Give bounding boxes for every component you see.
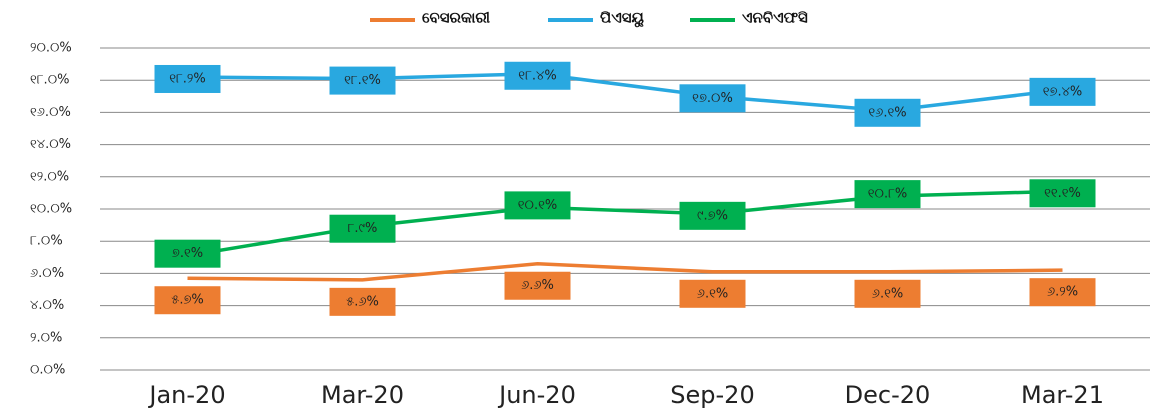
x-tick-label: Mar-21 [1021, 381, 1104, 409]
y-tick-label: ୨.୦% [30, 330, 62, 345]
data-label-box [1029, 77, 1096, 106]
data-label-box [154, 286, 221, 315]
data-label: ୬.୧% [697, 286, 728, 301]
series-line [187, 189, 1063, 258]
y-tick-label: ୬.୦% [30, 266, 64, 281]
data-label-box [679, 201, 746, 230]
y-tick-label: ୪.୦% [30, 298, 64, 313]
data-label: ୧୦.୮% [868, 187, 907, 202]
data-label-box [854, 98, 921, 127]
data-label: ୫.୬% [346, 294, 379, 309]
data-label: ୬.୬% [521, 278, 554, 293]
data-label: ୮.୯% [348, 221, 378, 236]
series-line [187, 72, 1063, 113]
data-label: ୬.୨% [1047, 285, 1078, 300]
data-label: ୧୦.୧% [518, 198, 557, 213]
data-label-box [1029, 179, 1096, 208]
legend-label: ପିଏସୟୁ [600, 9, 645, 28]
data-label-box [504, 271, 571, 300]
data-label-box [504, 191, 571, 220]
y-tick-label: ୮.୦% [30, 234, 63, 249]
x-tick-label: Sep-20 [670, 381, 754, 409]
data-label: ୧୭.୦% [692, 91, 733, 106]
y-tick-label: ୧୨.୦% [30, 169, 69, 184]
data-label: ୧୮.୧% [344, 73, 381, 88]
y-tick-label: ୨୦.୦% [30, 41, 72, 56]
data-label-box [329, 214, 396, 243]
data-label: ୬.୧% [872, 286, 903, 301]
data-label-box [854, 180, 921, 209]
y-tick-label: ୧୪.୦% [30, 137, 71, 152]
legend-label: ଏନବିଏଫସି [742, 9, 808, 27]
data-label-box [154, 64, 221, 93]
data-label-box [154, 239, 221, 268]
y-tick-label: ୧୬.୦% [30, 105, 71, 120]
x-tick-label: Jan-20 [147, 381, 225, 409]
data-label: ୧୬.୧% [868, 105, 906, 120]
data-label-box [329, 66, 396, 95]
data-label-box [1029, 278, 1096, 307]
x-tick-label: Dec-20 [845, 381, 931, 409]
legend-label: ବେସରକାରୀ [422, 9, 491, 27]
data-label: ୭.୧% [172, 246, 203, 261]
data-label: ୫.୭% [171, 293, 204, 308]
data-label: ୧୭.୪% [1043, 84, 1083, 99]
data-label-box [329, 287, 396, 316]
data-label: ୯.୭% [697, 208, 728, 223]
data-label-box [679, 84, 746, 113]
y-tick-label: ୧୮.୦% [30, 73, 69, 88]
data-label-box [504, 61, 571, 90]
y-tick-label: ୧୦.୦% [30, 202, 72, 217]
series-line [187, 261, 1063, 282]
y-tick-label: ୦.୦% [30, 363, 65, 378]
data-label-box [679, 279, 746, 308]
data-label: ୧୮.୪% [518, 68, 556, 83]
data-label: ୧୮.୨% [169, 71, 206, 86]
data-label: ୧୧.୧% [1044, 186, 1081, 201]
x-tick-label: Jun-20 [497, 381, 576, 409]
x-tick-label: Mar-20 [321, 381, 404, 409]
data-label-box [854, 279, 921, 308]
